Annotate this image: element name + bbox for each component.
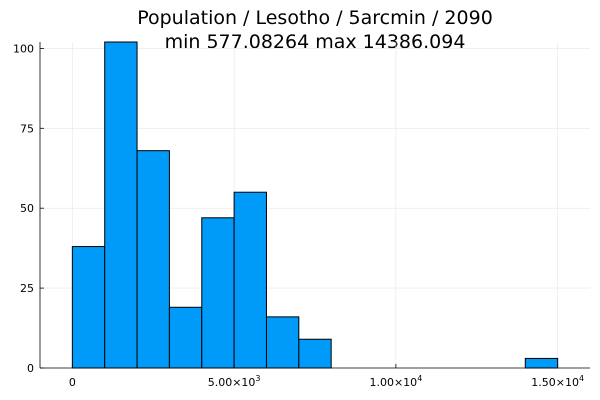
chart-title: Population / Lesotho / 5arcmin / 2090 mi… [137,7,493,53]
x-tick-exponent: 3 [255,374,260,383]
chart-title-line-1: Population / Lesotho / 5arcmin / 2090 [137,7,493,29]
x-tick-label: 1.00×104 [369,374,422,389]
histogram-bar [71,246,106,369]
histogram-bar [233,191,267,369]
x-tick-label: 1.50×104 [531,374,584,389]
y-tick-label: 50 [20,202,34,215]
histogram-bar [265,316,300,369]
histogram-bar [524,357,559,369]
x-tick-label: 0 [69,376,76,389]
x-tick-exponent: 4 [417,374,422,383]
x-tick-label: 5.00×103 [208,374,261,389]
x-tick-mantissa: 1.50×10 [531,376,579,389]
histogram-bar [104,41,138,369]
histogram-bar [201,217,235,369]
x-tick-mantissa: 5.00×10 [208,376,256,389]
y-axis-ticks: 0 25 50 75 100 [13,42,44,375]
x-tick-exponent: 4 [579,374,584,383]
axes [39,42,590,369]
y-tick-label: 100 [13,42,34,55]
y-tick-label: 0 [27,362,34,375]
x-axis-ticks: 0 5.00×103 1.00×104 1.50×104 [69,364,584,389]
histogram-bar [168,306,203,369]
histogram-bar [136,150,170,369]
chart-title-line-2: min 577.08264 max 14386.094 [165,31,466,53]
x-tick-mantissa: 0 [69,376,76,389]
y-tick-label: 25 [20,282,34,295]
histogram-bars [71,41,559,369]
histogram-bar [298,338,332,369]
x-tick-mantissa: 1.00×10 [369,376,417,389]
y-tick-label: 75 [20,122,34,135]
